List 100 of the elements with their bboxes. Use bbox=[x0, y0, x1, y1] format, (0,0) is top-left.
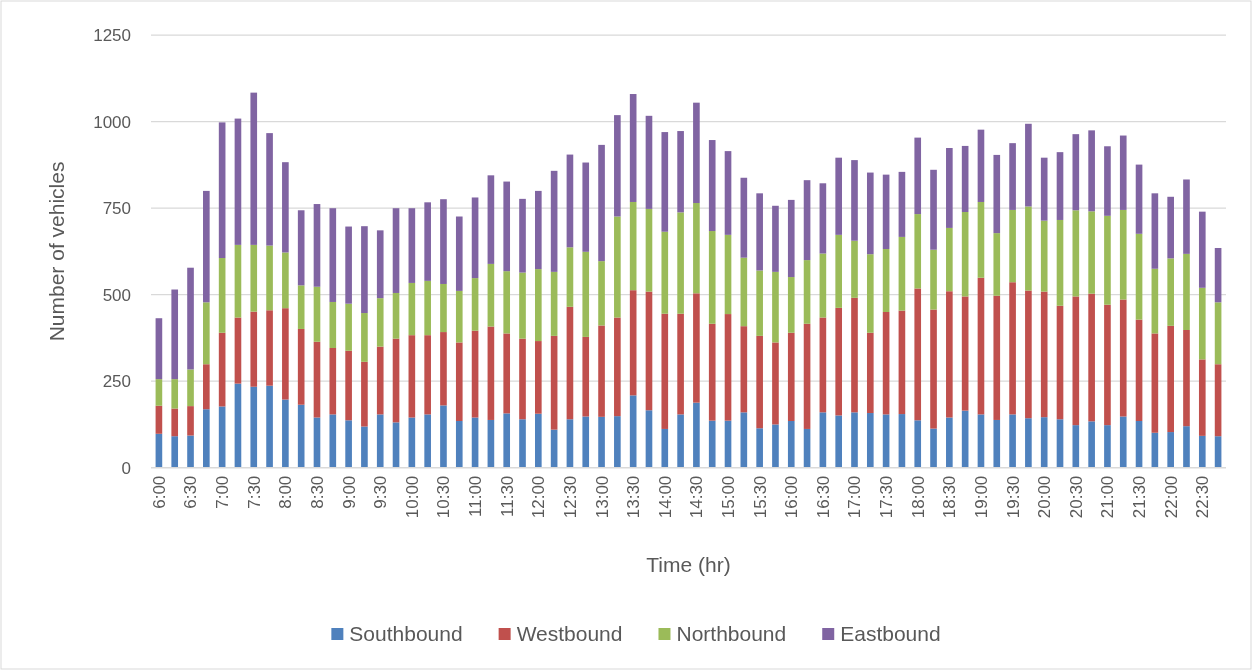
bar bbox=[1088, 421, 1095, 468]
bar bbox=[392, 338, 400, 423]
bar bbox=[708, 140, 716, 232]
bar bbox=[1104, 146, 1111, 216]
bar bbox=[708, 420, 716, 468]
bar bbox=[376, 346, 384, 415]
bar bbox=[1040, 220, 1048, 292]
bar bbox=[614, 216, 621, 318]
bar bbox=[629, 94, 637, 202]
bar bbox=[535, 269, 542, 342]
bar bbox=[787, 199, 795, 278]
x-tick-label: 7:00 bbox=[213, 475, 233, 509]
bar bbox=[361, 313, 368, 362]
bar bbox=[203, 190, 210, 303]
x-tick-label: 18:30 bbox=[940, 475, 960, 519]
x-tick-label: 7:30 bbox=[244, 475, 264, 509]
bar bbox=[519, 338, 526, 420]
bar bbox=[866, 332, 874, 414]
bar bbox=[424, 280, 431, 336]
bar bbox=[282, 252, 289, 309]
x-tick-label: 14:30 bbox=[687, 475, 707, 519]
bar bbox=[1119, 135, 1127, 210]
bar bbox=[1167, 325, 1174, 433]
y-tick-label: 500 bbox=[102, 285, 131, 305]
x-tick-label: 17:30 bbox=[877, 475, 897, 519]
bar bbox=[487, 175, 495, 264]
bar bbox=[313, 341, 321, 418]
y-tick-label: 250 bbox=[102, 372, 131, 392]
bar bbox=[1198, 359, 1206, 436]
bar bbox=[1151, 193, 1159, 269]
bar bbox=[645, 410, 653, 468]
bar bbox=[598, 325, 605, 417]
bar bbox=[993, 233, 1001, 296]
bar bbox=[740, 177, 748, 258]
bar bbox=[866, 413, 874, 468]
bar bbox=[930, 309, 937, 429]
bar bbox=[1135, 233, 1143, 320]
bar bbox=[1056, 305, 1064, 420]
bar bbox=[1214, 302, 1222, 365]
bar bbox=[661, 231, 669, 314]
x-tick-label: 12:00 bbox=[529, 475, 549, 519]
bar bbox=[993, 295, 1001, 420]
bar bbox=[345, 420, 352, 468]
bar bbox=[1056, 219, 1064, 306]
bar bbox=[1025, 290, 1032, 419]
bar bbox=[1088, 293, 1095, 422]
bar bbox=[376, 298, 384, 347]
bar bbox=[882, 414, 890, 468]
bar bbox=[1009, 414, 1016, 468]
bar bbox=[1009, 282, 1016, 415]
bar bbox=[882, 312, 890, 415]
bar bbox=[424, 414, 431, 468]
x-tick-label: 13:00 bbox=[592, 475, 612, 519]
bar bbox=[297, 404, 305, 468]
bar bbox=[756, 270, 763, 336]
bar bbox=[629, 290, 637, 396]
bar bbox=[1198, 211, 1206, 288]
bar bbox=[898, 236, 906, 311]
bar bbox=[282, 308, 289, 400]
bar bbox=[724, 234, 732, 315]
bar bbox=[440, 332, 447, 406]
bar bbox=[677, 414, 684, 468]
x-tick-label: 9:00 bbox=[339, 475, 359, 509]
bar bbox=[851, 412, 858, 468]
bar bbox=[1104, 215, 1111, 305]
bar bbox=[598, 416, 605, 468]
legend-label: Northbound bbox=[676, 622, 787, 646]
x-tick-label: 16:30 bbox=[813, 475, 833, 519]
x-tick-label: 22:30 bbox=[1193, 475, 1213, 519]
bar bbox=[693, 402, 700, 468]
x-tick-label: 11:00 bbox=[466, 475, 486, 517]
bar bbox=[313, 286, 321, 342]
bar bbox=[566, 247, 574, 307]
bar bbox=[1088, 211, 1095, 294]
y-axis-title: Number of vehicles bbox=[45, 161, 68, 342]
bar bbox=[1135, 319, 1143, 421]
bar bbox=[835, 234, 842, 308]
bar bbox=[455, 290, 463, 343]
bar bbox=[914, 137, 922, 215]
bar bbox=[1167, 258, 1174, 326]
bar bbox=[234, 244, 242, 318]
bar bbox=[187, 369, 194, 407]
bar bbox=[977, 129, 985, 202]
bar bbox=[1072, 134, 1080, 211]
bar bbox=[250, 92, 258, 245]
bar bbox=[361, 226, 368, 314]
bar bbox=[408, 282, 416, 336]
bar bbox=[851, 240, 858, 298]
bar bbox=[440, 199, 447, 284]
x-tick-label: 6:00 bbox=[149, 475, 169, 509]
bar bbox=[408, 335, 416, 418]
bar bbox=[155, 405, 163, 434]
bar bbox=[629, 201, 637, 291]
legend-label: Southbound bbox=[349, 622, 463, 646]
bar bbox=[693, 102, 700, 204]
bar bbox=[187, 267, 194, 370]
bar bbox=[961, 145, 969, 213]
bar bbox=[424, 202, 431, 281]
legend-label: Eastbound bbox=[840, 622, 941, 646]
bar bbox=[946, 417, 953, 468]
